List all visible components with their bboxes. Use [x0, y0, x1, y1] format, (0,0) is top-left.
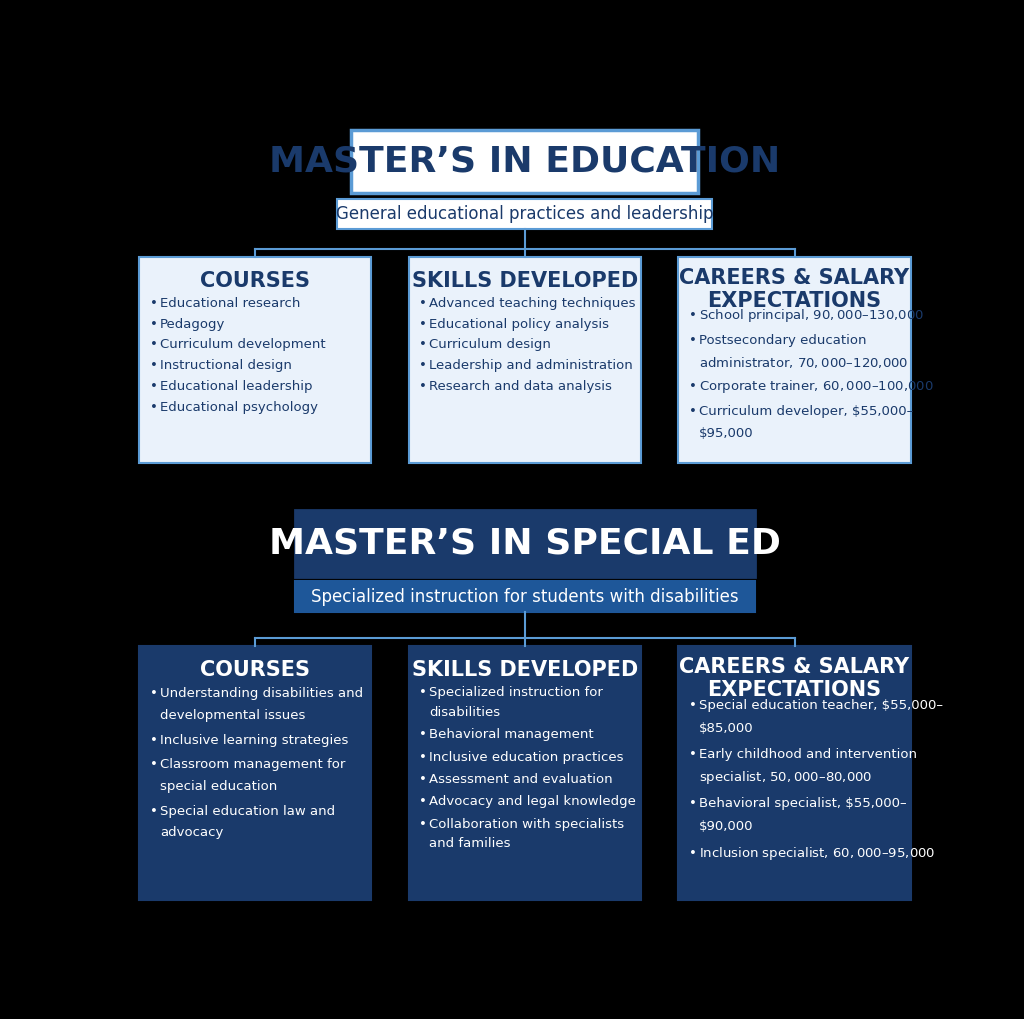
Text: Advocacy and legal knowledge: Advocacy and legal knowledge	[429, 796, 636, 808]
Text: Special education law and: Special education law and	[160, 805, 335, 817]
Text: Curriculum design: Curriculum design	[429, 338, 551, 352]
Text: •: •	[420, 380, 427, 393]
FancyBboxPatch shape	[409, 257, 641, 464]
FancyBboxPatch shape	[351, 130, 698, 194]
Text: developmental issues: developmental issues	[160, 709, 305, 722]
Text: Behavioral management: Behavioral management	[429, 729, 594, 742]
Text: Inclusive education practices: Inclusive education practices	[429, 751, 624, 763]
Text: Classroom management for: Classroom management for	[160, 758, 345, 771]
Text: Corporate trainer, $60,000–$100,000: Corporate trainer, $60,000–$100,000	[699, 378, 934, 395]
Text: SKILLS DEVELOPED: SKILLS DEVELOPED	[412, 659, 638, 680]
Text: Specialized instruction for: Specialized instruction for	[429, 687, 603, 699]
Text: Assessment and evaluation: Assessment and evaluation	[429, 773, 613, 786]
Text: •: •	[150, 360, 158, 372]
Text: $90,000: $90,000	[699, 820, 754, 834]
Text: •: •	[689, 334, 697, 347]
FancyBboxPatch shape	[678, 646, 910, 900]
Text: Early childhood and intervention: Early childhood and intervention	[699, 748, 918, 761]
Text: Advanced teaching techniques: Advanced teaching techniques	[429, 297, 636, 310]
Text: Educational research: Educational research	[160, 297, 300, 310]
Text: •: •	[689, 380, 697, 393]
Text: General educational practices and leadership: General educational practices and leader…	[336, 205, 714, 223]
Text: •: •	[150, 338, 158, 352]
Text: Curriculum development: Curriculum development	[160, 338, 326, 352]
Text: •: •	[689, 797, 697, 810]
Text: •: •	[150, 318, 158, 330]
Text: $95,000: $95,000	[699, 427, 754, 439]
FancyBboxPatch shape	[409, 646, 641, 900]
FancyBboxPatch shape	[295, 581, 755, 612]
Text: COURSES: COURSES	[200, 271, 310, 290]
Text: •: •	[420, 687, 427, 699]
Text: •: •	[689, 748, 697, 761]
Text: •: •	[689, 310, 697, 322]
Text: •: •	[420, 360, 427, 372]
FancyBboxPatch shape	[139, 646, 372, 900]
Text: MASTER’S IN EDUCATION: MASTER’S IN EDUCATION	[269, 145, 780, 178]
Text: administrator, $70,000–$120,000: administrator, $70,000–$120,000	[699, 355, 908, 370]
Text: •: •	[420, 796, 427, 808]
Text: specialist, $50,000–$80,000: specialist, $50,000–$80,000	[699, 769, 872, 786]
Text: School principal, $90,000–$130,000: School principal, $90,000–$130,000	[699, 308, 925, 324]
Text: Understanding disabilities and: Understanding disabilities and	[160, 688, 362, 700]
Text: and families: and families	[429, 838, 511, 850]
Text: COURSES: COURSES	[200, 659, 310, 680]
Text: SKILLS DEVELOPED: SKILLS DEVELOPED	[412, 271, 638, 290]
FancyBboxPatch shape	[337, 200, 713, 228]
Text: •: •	[150, 400, 158, 414]
FancyBboxPatch shape	[295, 510, 755, 578]
Text: •: •	[420, 817, 427, 830]
Text: CAREERS & SALARY
EXPECTATIONS: CAREERS & SALARY EXPECTATIONS	[680, 268, 909, 311]
Text: Inclusive learning strategies: Inclusive learning strategies	[160, 734, 348, 747]
Text: disabilities: disabilities	[429, 706, 501, 719]
Text: Research and data analysis: Research and data analysis	[429, 380, 612, 393]
Text: Inclusion specialist, $60,000–$95,000: Inclusion specialist, $60,000–$95,000	[699, 845, 936, 861]
Text: •: •	[150, 758, 158, 771]
Text: •: •	[420, 338, 427, 352]
Text: Behavioral specialist, $55,000–: Behavioral specialist, $55,000–	[699, 797, 907, 810]
Text: Instructional design: Instructional design	[160, 360, 292, 372]
Text: CAREERS & SALARY
EXPECTATIONS: CAREERS & SALARY EXPECTATIONS	[680, 656, 909, 700]
Text: •: •	[420, 773, 427, 786]
Text: Leadership and administration: Leadership and administration	[429, 360, 633, 372]
Text: Special education teacher, $55,000–: Special education teacher, $55,000–	[699, 699, 943, 712]
Text: •: •	[150, 297, 158, 310]
Text: Educational leadership: Educational leadership	[160, 380, 312, 393]
Text: Pedagogy: Pedagogy	[160, 318, 225, 330]
Text: •: •	[420, 729, 427, 742]
Text: Curriculum developer, $55,000–: Curriculum developer, $55,000–	[699, 405, 913, 418]
Text: Postsecondary education: Postsecondary education	[699, 334, 866, 347]
Text: $85,000: $85,000	[699, 721, 754, 735]
Text: •: •	[689, 847, 697, 860]
Text: special education: special education	[160, 781, 278, 793]
Text: Educational psychology: Educational psychology	[160, 400, 317, 414]
Text: MASTER’S IN SPECIAL ED: MASTER’S IN SPECIAL ED	[269, 527, 780, 560]
Text: advocacy: advocacy	[160, 826, 223, 840]
FancyBboxPatch shape	[139, 257, 372, 464]
Text: Educational policy analysis: Educational policy analysis	[429, 318, 609, 330]
Text: •: •	[420, 318, 427, 330]
Text: •: •	[150, 805, 158, 817]
Text: Collaboration with specialists: Collaboration with specialists	[429, 817, 625, 830]
Text: •: •	[150, 688, 158, 700]
Text: Specialized instruction for students with disabilities: Specialized instruction for students wit…	[311, 588, 738, 605]
FancyBboxPatch shape	[678, 257, 910, 464]
Text: •: •	[689, 405, 697, 418]
Text: •: •	[150, 380, 158, 393]
Text: •: •	[420, 297, 427, 310]
Text: •: •	[150, 734, 158, 747]
Text: •: •	[689, 699, 697, 712]
Text: •: •	[420, 751, 427, 763]
